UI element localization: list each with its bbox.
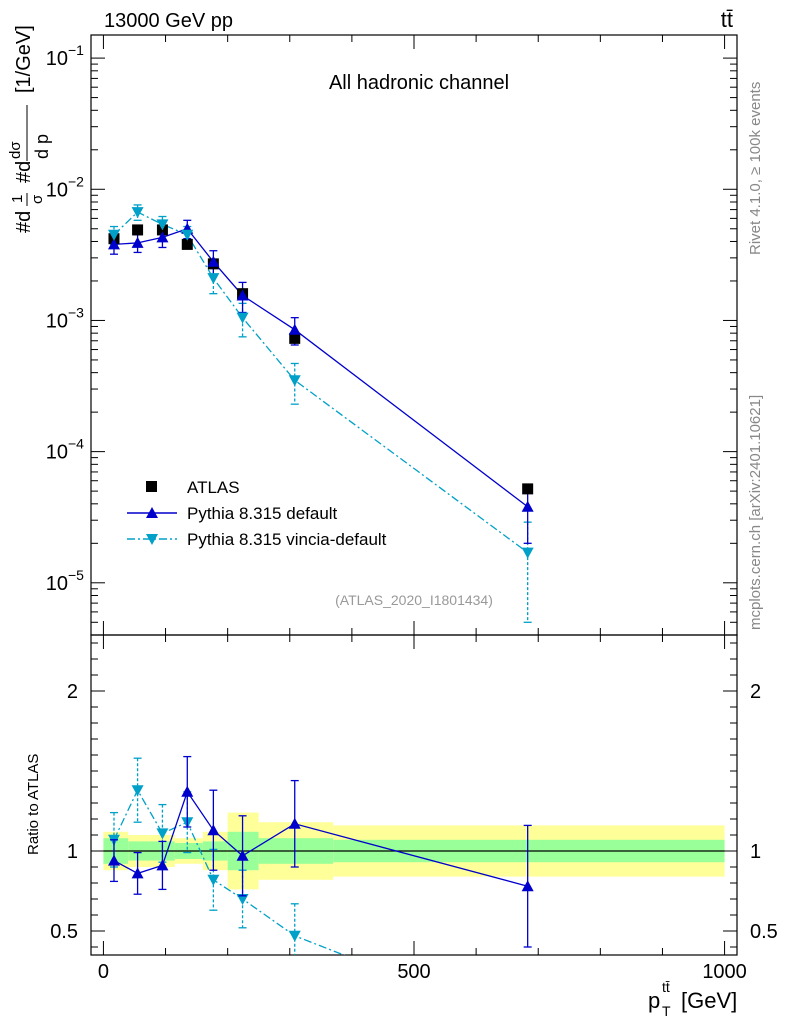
ratio-default-point	[181, 785, 194, 797]
ratio-series-layer	[107, 755, 534, 955]
main-y-tick-exponent: −5	[68, 567, 84, 583]
ratio-axis-ticks: 2 2 1 1 0.5 0.5 0 500 1000	[50, 635, 778, 983]
legend-label-vincia: Pythia 8.315 vincia-default	[187, 530, 387, 549]
analysis-label: (ATLAS_2020_I1801434)	[335, 592, 493, 608]
vincia-point	[288, 375, 301, 387]
ratio-y-tick-label: 2	[67, 681, 78, 703]
default-point	[288, 323, 301, 335]
ratio-vincia-point	[207, 874, 220, 886]
atlas-point	[132, 224, 144, 236]
ratio-default-point	[236, 849, 249, 861]
vincia-point	[156, 219, 169, 231]
x-tick-label: 0	[98, 961, 109, 983]
main-y-tick-label: 10	[46, 442, 68, 464]
legend-marker-vincia	[146, 534, 158, 545]
default-point	[207, 255, 220, 267]
main-y-tick-exponent: −3	[68, 304, 84, 320]
atlas-point	[181, 238, 193, 250]
legend-marker-atlas	[146, 481, 157, 492]
ylabel-frac2-top: dσ	[7, 141, 24, 159]
main-y-tick-exponent: −1	[68, 42, 84, 58]
default-point	[521, 500, 534, 512]
ratio-default-point	[288, 817, 301, 829]
ylabel-unit: [1/GeV]	[13, 25, 35, 93]
ratio-default-point	[156, 859, 169, 871]
main-y-tick-label: 10	[46, 573, 68, 595]
mcplots-label: mcplots.cern.ch [arXiv:2401.10621]	[747, 395, 764, 630]
ratio-y-axis-label: Ratio to ATLAS	[25, 754, 42, 855]
x-axis-label: p T tt̄ [GeV]	[648, 979, 737, 1019]
ratio-y-tick-label-right: 2	[750, 681, 761, 703]
main-y-tick-exponent: −4	[68, 436, 84, 452]
vincia-point	[181, 229, 194, 241]
main-y-tick-label: 10	[46, 310, 68, 332]
legend-label-default: Pythia 8.315 default	[187, 504, 338, 523]
chart-title: All hadronic channel	[329, 72, 509, 94]
ratio-y-tick-label-right: 1	[750, 841, 761, 863]
vincia-point	[207, 273, 220, 285]
ratio-vincia-point	[236, 894, 249, 905]
ratio-default-point	[207, 824, 220, 836]
vincia-point	[107, 229, 120, 241]
default-point	[131, 236, 144, 248]
ratio-default-line	[113, 790, 528, 887]
main-series-layer	[107, 204, 534, 623]
main-y-axis-label: #d 1 σ #d dσ d p [1/GeV]	[7, 25, 52, 233]
main-y-tick-exponent: −2	[68, 173, 84, 189]
ratio-default-point	[131, 867, 144, 879]
ratio-y-tick-label-right: 0.5	[750, 921, 778, 943]
vincia-point	[236, 312, 249, 324]
legend-marker-default	[146, 507, 158, 518]
ratio-y-tick-label: 0.5	[50, 921, 78, 943]
ratio-default-point	[107, 854, 120, 866]
default-line	[113, 227, 529, 508]
vincia-point	[131, 207, 144, 219]
ratio-vincia-point	[131, 785, 144, 797]
xlabel-sup: tt̄	[662, 979, 670, 995]
default-point	[236, 289, 249, 301]
ratio-y-tick-label: 1	[67, 841, 78, 863]
legend-label-atlas: ATLAS	[187, 478, 240, 497]
ylabel-num2: #d	[13, 161, 35, 183]
main-y-tick-label: 10	[46, 48, 68, 70]
ylabel-frac2-bot: d p	[32, 134, 52, 159]
xlabel-unit: [GeV]	[681, 988, 737, 1013]
header-left: 13000 GeV pp	[104, 10, 233, 32]
main-axis-ticks: 10−110−210−310−410−5	[46, 35, 737, 636]
ratio-vincia-point	[288, 930, 301, 942]
ylabel-frac-top: 1	[9, 195, 26, 203]
xlabel-sub: T	[662, 1003, 671, 1019]
vincia-point	[521, 547, 534, 559]
vincia-line	[113, 211, 529, 554]
rivet-label: Rivet 4.1.0, ≥ 100k events	[747, 82, 764, 255]
atlas-point	[289, 332, 301, 344]
legend: ATLAS Pythia 8.315 default Pythia 8.315 …	[127, 478, 387, 549]
ratio-vincia-point	[156, 828, 169, 840]
atlas-point	[522, 483, 534, 495]
ylabel-num: #d	[13, 211, 35, 233]
ylabel-frac-bot: σ	[29, 194, 46, 204]
default-point	[156, 231, 169, 243]
xlabel-main: p	[648, 988, 660, 1013]
main-y-tick-label: 10	[46, 179, 68, 201]
ratio-vincia-line	[113, 788, 346, 955]
header-right: tt̄	[721, 7, 733, 32]
ratio-default-point	[521, 880, 534, 892]
x-tick-label: 1000	[702, 961, 747, 983]
default-point	[107, 238, 120, 250]
x-tick-label: 500	[397, 961, 430, 983]
